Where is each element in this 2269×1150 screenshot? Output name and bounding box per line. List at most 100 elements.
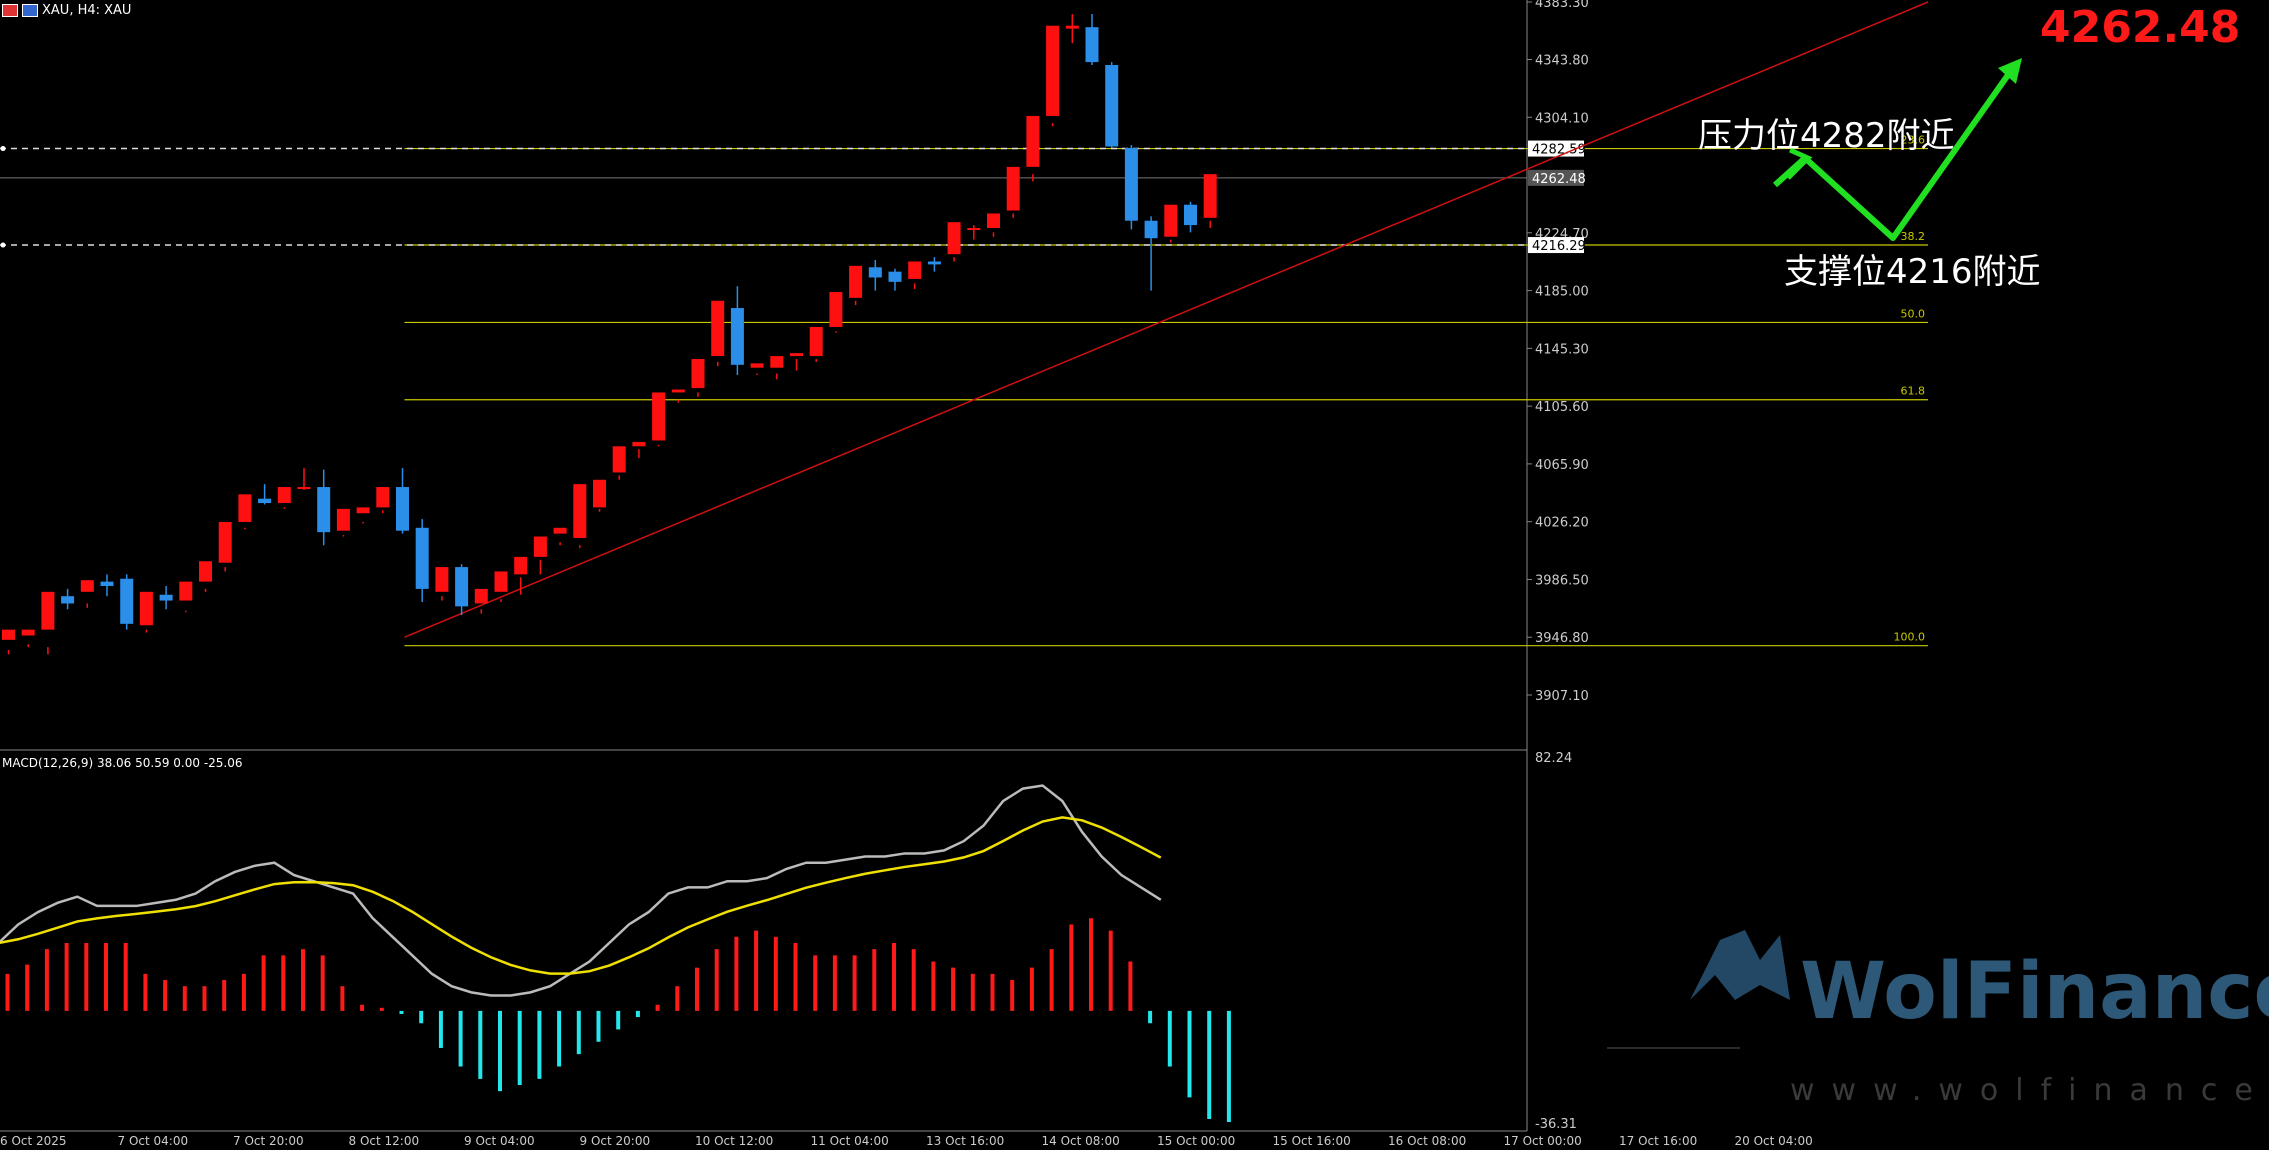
candle-body [297,487,311,490]
candle-body [100,581,114,587]
price-tick-label: 4065.90 [1535,458,1589,473]
candle-body [593,479,606,508]
candle-body [179,581,193,601]
candle-body [159,594,173,601]
candle-body [1164,204,1178,237]
candle-body [750,363,764,368]
candle-body [1006,166,1020,211]
current-price-annotation: 4262.48 [2040,2,2241,53]
candle-body [868,267,882,278]
price-tick-label: 3907.10 [1535,689,1589,704]
candle-body [376,487,390,508]
macd-title: MACD(12,26,9) 38.06 50.59 0.00 -25.06 [2,756,243,770]
macd-tick-label: -36.31 [1535,1117,1577,1132]
candle-body [1105,65,1119,147]
macd-signal-line [0,816,1162,975]
candle-body [455,567,469,607]
time-tick-label: 15 Oct 00:00 [1157,1134,1235,1148]
time-tick-label: 17 Oct 16:00 [1619,1134,1697,1148]
candle-body [671,389,685,393]
time-tick-label: 16 Oct 08:00 [1388,1134,1466,1148]
candle-body [336,508,350,531]
price-tick-label: 4145.30 [1535,342,1589,357]
candle-body [888,271,902,282]
candle-body [927,261,941,265]
time-tick-label: 7 Oct 20:00 [233,1134,304,1148]
candle-body [258,498,272,504]
macd-tick-label: 82.24 [1535,751,1572,766]
candle-body [80,580,94,592]
macd-line [0,784,1162,997]
candle-body [730,308,744,365]
candle-body [514,556,528,575]
candle-body [1124,147,1138,221]
chart-window-icon[interactable] [2,4,18,17]
candle-body [987,213,1000,229]
price-tick-label: 4105.60 [1535,400,1589,415]
time-tick-label: 20 Oct 04:00 [1735,1134,1813,1148]
candle-body [691,358,705,389]
candle-body [41,591,55,630]
candle-body [849,265,863,298]
time-tick-label: 9 Oct 04:00 [464,1134,535,1148]
candle-body [1144,220,1158,239]
watermark-brand: WolFinance [1800,947,2269,1037]
symbol-label: XAU, H4: XAU [42,3,132,18]
price-tick-label: 4304.10 [1535,111,1589,126]
price-tick-label: 3946.80 [1535,631,1589,646]
candle-body [652,392,666,441]
candle-body [1184,204,1197,226]
candle-body [908,261,922,279]
symbol-icon [22,4,38,17]
candle-body [435,567,449,592]
time-tick-label: 7 Oct 04:00 [118,1134,189,1148]
current-price-label: 4262.48 [1532,172,1586,187]
candle-body [790,353,803,357]
resistance-price-label-box [1528,140,1584,157]
candle-body [238,494,252,522]
candle-body [61,596,75,604]
candle-body [1026,115,1040,167]
candle-body [1085,27,1099,63]
candle-body [1065,25,1079,29]
fibonacci-level-label: 100.0 [1894,631,1926,644]
support-price-label: 4216.29 [1532,239,1586,254]
candle-body [356,507,370,514]
candle-body [711,300,725,357]
price-tick-label: 4383.30 [1535,0,1589,11]
support-price-label-box [1528,237,1584,254]
candle-body [2,629,15,640]
candle-body [553,527,567,534]
fibonacci-level-label: 61.8 [1901,385,1926,398]
candle-body [829,292,843,327]
forecast-arrow-head [1998,58,2022,84]
candle-body [632,441,646,447]
candle-body [612,446,626,473]
price-tick-label: 4185.00 [1535,285,1589,300]
candle-body [218,521,232,563]
fibonacci-level-label: 38.2 [1901,230,1926,243]
forecast-arrow-path [1772,63,2018,241]
time-tick-label: 9 Oct 20:00 [580,1134,651,1148]
resistance-line-handle [0,146,6,152]
forecast-arrow-head-small [1786,147,1813,180]
time-tick-label: 15 Oct 16:00 [1273,1134,1351,1148]
time-tick-label: 11 Oct 04:00 [811,1134,889,1148]
candle-body [396,487,409,531]
price-tick-label: 4343.80 [1535,53,1589,68]
candle-body [21,629,35,636]
time-tick-label: 14 Oct 08:00 [1042,1134,1120,1148]
candle-body [1046,25,1060,116]
support-annotation: 支撑位4216附近 [1784,252,2041,292]
candle-body [415,527,429,589]
candle-body [199,561,212,582]
candle-body [277,487,291,504]
candle-body [474,588,488,604]
time-tick-label: 6 Oct 2025 [0,1134,67,1148]
price-tick-label: 4026.20 [1535,516,1589,531]
candle-body [317,487,331,533]
support-line-handle [0,242,6,248]
candle-body [947,222,961,255]
candle-body [967,228,981,231]
